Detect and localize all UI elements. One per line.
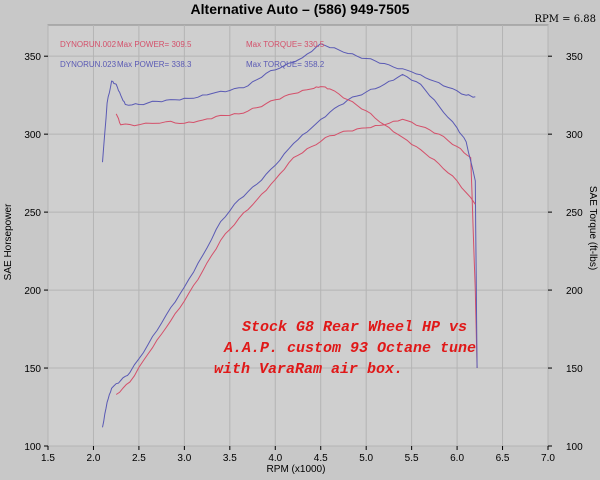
legend-power-2: Max POWER= 338.3 — [117, 60, 192, 69]
y-tick-label-right: 150 — [566, 364, 583, 375]
x-tick-label: 4.0 — [268, 453, 282, 464]
y-tick-label-right: 350 — [566, 52, 583, 63]
x-tick-label: 4.5 — [314, 453, 328, 464]
x-tick-label: 7.0 — [541, 453, 555, 464]
rpm-readout: RPM = 6.88 — [535, 14, 597, 25]
axes: 1.5 2.0 2.5 3.0 3.5 4.0 4.5 5.0 5.5 6.0 6.5 7.0 100 1… — [24, 52, 583, 464]
x-tick-label: 3.5 — [223, 453, 237, 464]
grid-lines — [47, 25, 549, 447]
y-tick-label-right: 200 — [566, 286, 583, 297]
x-tick-label: 3.0 — [177, 453, 191, 464]
y-tick-label-right: 300 — [566, 130, 583, 141]
x-tick-label: 6.5 — [496, 453, 510, 464]
x-tick-label: 1.5 — [41, 453, 55, 464]
legend-torque-2: Max TORQUE= 358.2 — [246, 60, 325, 69]
annotation-line-3: with VaraRam air box. — [214, 361, 403, 378]
y-tick-label-left: 100 — [24, 442, 41, 453]
y-tick-label-right: 100 — [566, 442, 583, 453]
legend-run-1: DYNORUN.002 — [60, 40, 117, 49]
x-tick-label: 2.0 — [87, 453, 101, 464]
x-tick-label: 5.0 — [359, 453, 373, 464]
annotation: Stock G8 Rear Wheel HP vs A.A.P. custom … — [214, 319, 476, 378]
y-tick-label-left: 150 — [24, 364, 41, 375]
x-tick-label: 5.5 — [405, 453, 419, 464]
series-line-2 — [102, 73, 478, 428]
legend: DYNORUN.002 Max POWER= 309.5 Max TORQUE=… — [60, 40, 325, 69]
legend-torque-1: Max TORQUE= 330.5 — [246, 40, 325, 49]
y-tick-label-left: 350 — [24, 52, 41, 63]
y-axis-label-left: SAE Horsepower — [3, 203, 14, 280]
y-tick-label-right: 250 — [566, 208, 583, 219]
chart-title: Alternative Auto – (586) 949-7505 — [191, 1, 410, 17]
series-line-4 — [102, 43, 476, 163]
series-line-3 — [115, 86, 476, 205]
legend-run-2: DYNORUN.023 — [60, 60, 117, 69]
y-tick-label-left: 200 — [24, 286, 41, 297]
x-tick-label: 6.0 — [450, 453, 464, 464]
annotation-line-2: A.A.P. custom 93 Octane tune — [223, 340, 476, 357]
legend-power-1: Max POWER= 309.5 — [117, 40, 192, 49]
y-tick-label-left: 300 — [24, 130, 41, 141]
y-axis-label-right: SAE Torque (ft-lbs) — [587, 186, 598, 270]
x-axis-label: RPM (x1000) — [267, 464, 326, 475]
series-layer — [102, 43, 478, 428]
series-line-1 — [115, 118, 478, 395]
x-tick-label: 2.5 — [132, 453, 146, 464]
annotation-line-1: Stock G8 Rear Wheel HP vs — [242, 319, 467, 336]
y-tick-label-left: 250 — [24, 208, 41, 219]
